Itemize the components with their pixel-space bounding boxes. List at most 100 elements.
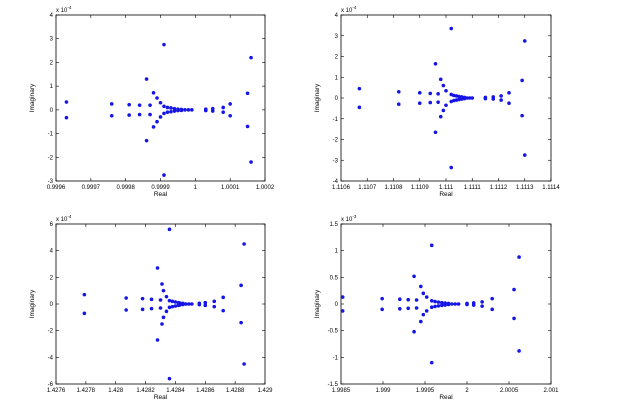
data-point <box>242 242 246 246</box>
data-point <box>380 307 384 312</box>
data-point <box>417 91 422 95</box>
scatter-panel-1: 0.9996 0.9997 0.9998 0.9999 1 1.0001 1.0002 -3 -… <box>29 5 275 198</box>
data-point <box>490 296 495 301</box>
data-point <box>165 105 170 110</box>
data-point <box>512 316 516 321</box>
data-point <box>160 322 164 326</box>
data-point <box>245 91 250 96</box>
x-tick-label: 1.429 <box>257 388 273 394</box>
data-point <box>380 296 384 301</box>
data-point <box>170 304 175 309</box>
data-point <box>490 307 495 312</box>
data-point <box>467 96 472 100</box>
data-point <box>396 102 401 107</box>
data-point <box>162 104 166 109</box>
data-point <box>429 305 434 310</box>
data-point <box>419 284 423 289</box>
x-tick-label: 1.4276 <box>47 388 66 394</box>
data-point <box>127 102 131 107</box>
data-point <box>436 92 440 96</box>
data-point <box>512 287 516 292</box>
data-point <box>172 109 177 113</box>
data-point <box>167 376 172 381</box>
y-tick-label: -6 <box>48 382 54 388</box>
x-tick-label: 1.4282 <box>136 388 155 394</box>
data-point <box>64 100 69 104</box>
data-point <box>406 297 411 302</box>
y-tick-label: 0.5 <box>330 275 339 281</box>
x-tick-label: 1.4284 <box>166 388 185 394</box>
data-point <box>428 91 433 96</box>
y-tick-label: 1 <box>335 249 339 255</box>
data-point <box>155 338 160 342</box>
data-point <box>456 302 461 306</box>
y-tick-label: 1 <box>335 75 339 81</box>
data-point <box>480 304 484 308</box>
x-tick-label: 2.001 <box>543 388 559 394</box>
data-point <box>465 302 469 307</box>
y-tick-label: -1.5 <box>328 382 339 388</box>
y-tick-label: -1 <box>333 355 339 361</box>
x-tick-label: 0.9996 <box>47 185 66 191</box>
data-point <box>417 101 422 105</box>
y-multiplier-label: x 10-4 <box>56 5 72 14</box>
data-point <box>436 300 441 304</box>
data-point <box>433 304 437 309</box>
data-point <box>483 96 488 101</box>
x-axis-label: Real <box>439 191 453 198</box>
data-point <box>429 299 434 303</box>
x-tick-label: 1.999 <box>375 388 391 394</box>
data-point <box>249 160 253 164</box>
data-point <box>444 88 448 93</box>
data-point <box>164 294 169 299</box>
data-point <box>155 119 159 124</box>
data-point <box>428 100 433 105</box>
x-tick-label: 0.9998 <box>116 185 135 191</box>
data-point <box>465 96 469 100</box>
y-tick-label: -2 <box>333 138 339 144</box>
x-tick-label: 1 <box>194 185 198 191</box>
data-point <box>162 111 166 116</box>
x-tick-label: 1.1111 <box>464 185 482 191</box>
data-point <box>124 308 128 312</box>
x-axis-label: Real <box>154 191 168 198</box>
data-point <box>436 304 441 308</box>
data-point <box>186 108 191 112</box>
data-point <box>419 319 423 324</box>
data-point <box>228 102 232 106</box>
y-tick-label: 1 <box>50 84 54 90</box>
data-point <box>148 103 152 107</box>
data-point <box>228 113 232 118</box>
data-point <box>210 109 215 113</box>
data-point <box>221 110 225 115</box>
data-point <box>245 124 250 129</box>
data-point <box>124 296 128 300</box>
data-point <box>398 307 402 311</box>
y-tick-label: 4 <box>50 249 54 255</box>
data-point <box>441 108 446 113</box>
data-point <box>421 312 426 317</box>
x-tick-label: 1.0002 <box>256 185 275 191</box>
y-tick-label: -2 <box>48 155 54 161</box>
data-point <box>440 303 444 308</box>
data-point <box>181 302 185 307</box>
x-tick-label: 1.111 <box>439 185 454 191</box>
data-point <box>184 302 188 306</box>
data-point <box>158 306 163 310</box>
data-point <box>109 102 114 106</box>
data-point <box>212 304 217 309</box>
data-point <box>438 77 443 82</box>
x-tick-label: 2 <box>465 388 469 394</box>
data-point <box>169 106 173 110</box>
data-point <box>429 243 434 248</box>
data-point <box>396 89 401 94</box>
x-tick-label: 1.0001 <box>221 185 240 191</box>
plot-frame <box>340 14 552 182</box>
data-point <box>158 100 163 105</box>
data-point <box>127 113 131 117</box>
data-point <box>187 302 191 306</box>
y-tick-label: 1.5 <box>330 222 339 228</box>
data-point <box>203 108 208 113</box>
data-point <box>480 300 484 304</box>
x-tick-label: 1.4278 <box>77 388 96 394</box>
